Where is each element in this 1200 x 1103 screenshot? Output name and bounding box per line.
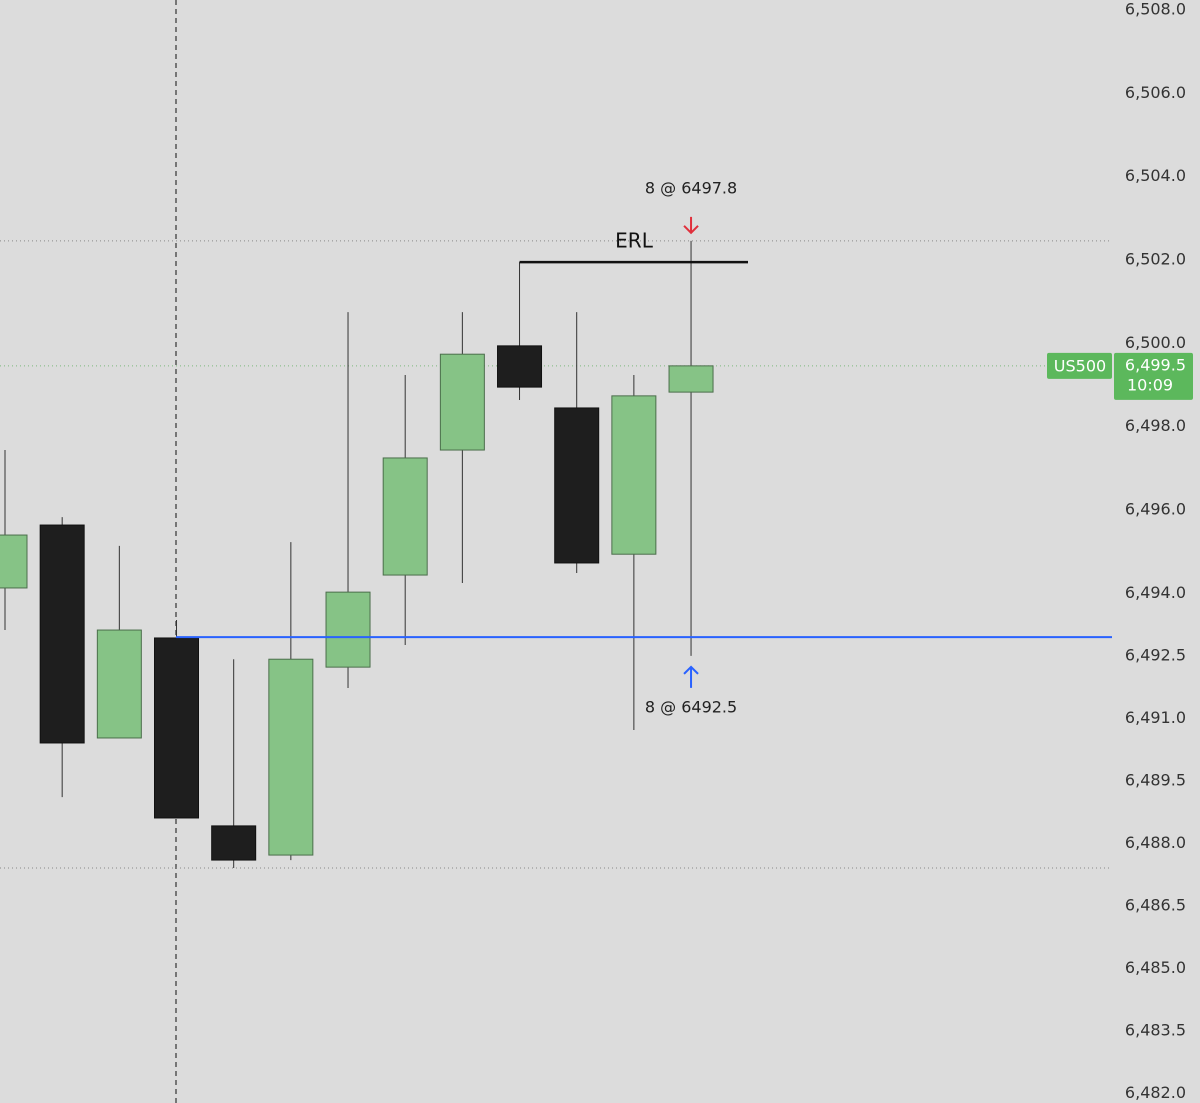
- y-tick-label: 6,502.0: [1125, 250, 1186, 269]
- y-tick-label: 6,489.5: [1125, 770, 1186, 789]
- symbol-tag: [1047, 352, 1112, 379]
- trade-label: 8 @ 6497.8: [645, 178, 737, 197]
- y-tick-label: 6,485.0: [1125, 958, 1186, 977]
- price-tag: [1114, 352, 1193, 400]
- candle-body: [154, 637, 200, 819]
- y-tick-label: 6,500.0: [1125, 333, 1186, 352]
- y-tick-label: 6,508.0: [1125, 0, 1186, 19]
- y-tick-label: 6,488.0: [1125, 833, 1186, 852]
- candle-body: [96, 629, 142, 739]
- candle-body: [497, 345, 543, 388]
- candle-body: [268, 658, 314, 856]
- candle-body: [668, 365, 714, 393]
- y-tick-label: 6,483.5: [1125, 1020, 1186, 1039]
- y-tick-label: 6,491.0: [1125, 708, 1186, 727]
- y-tick-label: 6,506.0: [1125, 83, 1186, 102]
- y-tick-label: 6,496.0: [1125, 500, 1186, 519]
- trade-arrow: [683, 216, 699, 235]
- price-label: 6,499.5: [1125, 355, 1186, 374]
- y-tick-label: 6,504.0: [1125, 166, 1186, 185]
- candle-body: [439, 353, 485, 451]
- y-tick-label: 6,492.5: [1125, 645, 1186, 664]
- y-tick-label: 6,486.5: [1125, 895, 1186, 914]
- candle-body: [611, 395, 657, 555]
- y-tick-label: 6,498.0: [1125, 416, 1186, 435]
- candle-body: [382, 457, 428, 576]
- countdown: 10:09: [1127, 375, 1173, 394]
- candle-body: [554, 407, 600, 564]
- y-tick-label: 6,482.0: [1125, 1083, 1186, 1102]
- candle-body: [0, 534, 28, 589]
- y-tick-label: 6,494.0: [1125, 583, 1186, 602]
- erl-label: ERL: [615, 229, 654, 253]
- trade-arrow: [683, 665, 699, 688]
- symbol-label: US500: [1054, 356, 1106, 375]
- candle-body: [211, 825, 257, 861]
- candle-body: [39, 524, 85, 744]
- candle-body: [325, 591, 371, 668]
- trade-label: 8 @ 6492.5: [645, 697, 737, 716]
